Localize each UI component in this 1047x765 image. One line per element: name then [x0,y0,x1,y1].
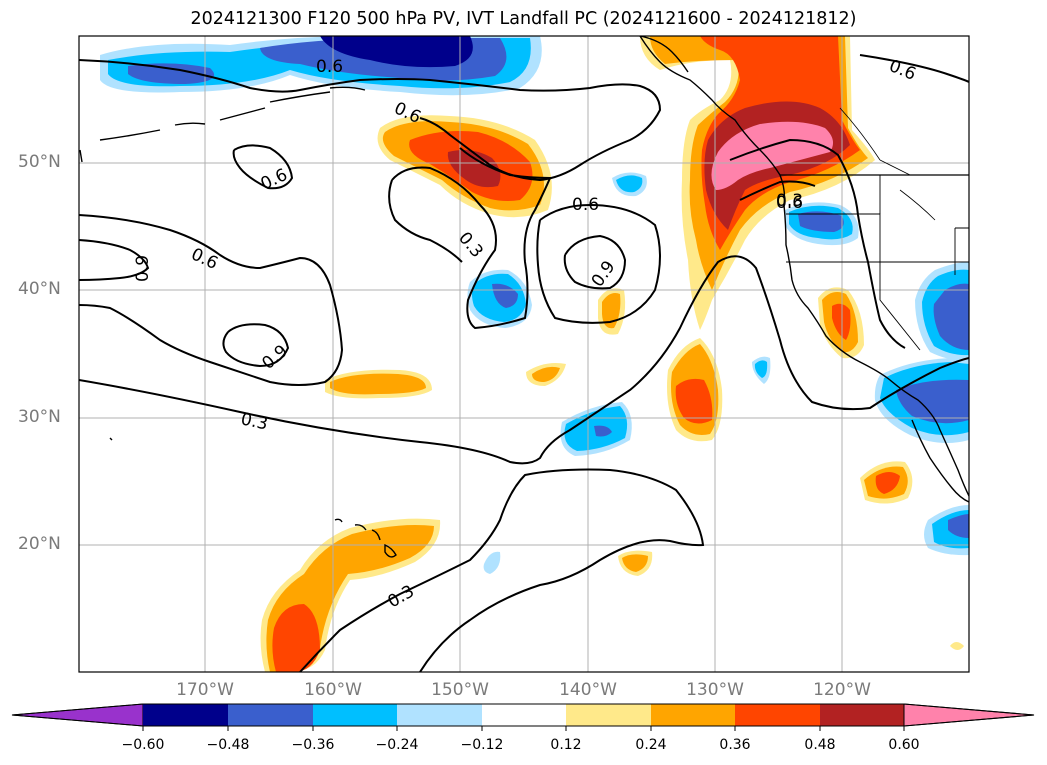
contour-label: 0.6 [776,193,803,213]
colorbar-bin [820,704,904,726]
pv-contour-labels: 0.6 0.6 0.6 0.6 0.6 0.6 0.3 0.6 0.9 0.9 … [133,56,919,612]
positive-anomaly-hawaii [260,518,441,672]
colorbar-tick-label: −0.12 [460,737,504,753]
positive-anomaly-south-central [667,338,723,442]
positive-anomaly-tiny [950,642,964,650]
coastlines [79,36,969,558]
lat-label: 50°N [18,152,61,172]
colorbar-tick-label: 0.48 [804,737,836,753]
lat-label: 30°N [18,407,61,427]
negative-anomaly-tiny [483,551,501,574]
colorbar-bin [313,704,397,726]
positive-anomaly-baja-offshore [860,461,913,504]
map-frame [78,35,970,673]
colorbar-tick-label: −0.36 [291,737,335,753]
lon-label: 170°W [176,680,234,700]
colorbar [11,703,1035,731]
lon-label: 160°W [304,680,362,700]
lat-label: 40°N [18,279,61,299]
contour-label: 0.6 [316,57,343,77]
colorbar-tick-label: −0.60 [121,737,165,753]
colorbar-tick-label: 0.60 [888,737,920,753]
colorbar-bin [228,704,313,726]
colorbar-bin [143,704,228,726]
pv-contours [79,54,969,672]
contour-label: 0.9 [133,255,153,282]
colorbar-tick-label: 0.24 [635,737,667,753]
colorbar-tick-label: 0.12 [550,737,582,753]
colorbar-bin [482,704,566,726]
colorbar-extend-high [903,703,1035,727]
positive-anomaly-horizontal [325,369,432,399]
positive-anomaly-central-pacific [377,115,552,218]
lon-label: 150°W [431,680,489,700]
positive-anomaly-small [526,363,566,386]
colorbar-tick-label: −0.48 [206,737,250,753]
lon-label: 120°W [813,680,871,700]
colorbar-tick-label: 0.36 [719,737,751,753]
negative-anomaly-california [874,262,969,556]
colorbar-bin [566,704,651,726]
contour-label: 0.3 [776,191,803,211]
positive-anomaly-south-small [618,550,653,576]
colorbar-tick-label: −0.24 [375,737,419,753]
colorbar-bin [397,704,482,726]
colorbar-bin [651,704,735,726]
lon-label: 140°W [559,680,617,700]
colorbar-bin [735,704,820,726]
lat-label: 20°N [18,534,61,554]
map-title: 2024121300 F120 500 hPa PV, IVT Landfall… [190,9,857,29]
lon-label: 130°W [686,680,744,700]
negative-anomaly-small-east [612,172,647,197]
map-plot-area: 0.6 0.6 0.6 0.6 0.6 0.6 0.3 0.6 0.9 0.9 … [79,36,969,672]
colorbar-extend-low [11,703,144,727]
negative-anomaly-small-offshore [752,356,771,384]
negative-anomaly-subtropical [560,402,632,456]
contour-label: 0.6 [572,195,599,215]
